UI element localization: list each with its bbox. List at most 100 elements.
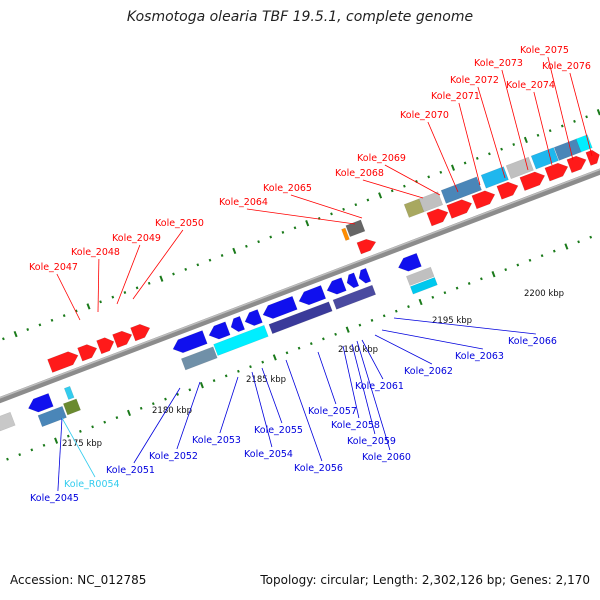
tick-mark bbox=[224, 374, 228, 378]
forward-gene-label[interactable]: Kole_2047 bbox=[29, 262, 78, 273]
tick-mark bbox=[6, 457, 9, 461]
tick-mark bbox=[111, 295, 115, 299]
reverse-gene-label[interactable]: Kole_2061 bbox=[355, 381, 404, 392]
tick-mark bbox=[13, 330, 18, 338]
reverse-gene-arrow[interactable] bbox=[26, 393, 54, 415]
forward-gene-label[interactable]: Kole_2068 bbox=[335, 168, 384, 179]
forward-label-leader bbox=[384, 164, 441, 196]
reverse-gene-label[interactable]: Kole_2051 bbox=[106, 465, 155, 476]
forward-gene-arrow[interactable] bbox=[77, 342, 100, 362]
forward-label-leader bbox=[477, 86, 506, 179]
reverse-gene-label[interactable]: Kole_2066 bbox=[508, 336, 557, 347]
forward-gene-arrow[interactable] bbox=[112, 328, 135, 349]
tick-mark bbox=[504, 268, 508, 272]
forward-gene-label[interactable]: Kole_2064 bbox=[219, 197, 268, 208]
tick-mark bbox=[188, 388, 192, 392]
forward-gene-label[interactable]: Kole_2075 bbox=[520, 45, 569, 56]
tick-mark bbox=[135, 286, 139, 290]
tick-mark bbox=[573, 119, 576, 123]
tick-mark bbox=[62, 314, 66, 318]
reverse-gene-label[interactable]: Kole_2059 bbox=[347, 436, 396, 447]
reverse-class-bar bbox=[268, 301, 333, 335]
forward-gene-arrow[interactable] bbox=[356, 236, 378, 255]
forward-gene-label[interactable]: Kole_2049 bbox=[112, 233, 161, 244]
reverse-class-bar bbox=[180, 346, 218, 371]
tick-mark bbox=[18, 453, 22, 457]
reverse-gene-arrow[interactable] bbox=[207, 321, 231, 342]
forward-gene-label[interactable]: Kole_2073 bbox=[474, 58, 523, 69]
reverse-gene-arrow[interactable] bbox=[396, 252, 422, 274]
tick-mark bbox=[548, 129, 552, 133]
scale-label: 2175 kbp bbox=[62, 439, 102, 449]
forward-gene-label[interactable]: Kole_2072 bbox=[450, 75, 499, 86]
reverse-gene-arrow[interactable] bbox=[229, 315, 246, 333]
forward-gene-arrow[interactable] bbox=[544, 160, 571, 182]
reverse-gene-label[interactable]: Kole_2056 bbox=[294, 463, 343, 474]
scale-label: 2180 kbp bbox=[152, 406, 192, 416]
tick-mark bbox=[281, 230, 285, 234]
forward-gene-arrow[interactable] bbox=[585, 148, 600, 166]
tick-mark bbox=[139, 406, 143, 410]
tick-mark bbox=[528, 258, 532, 262]
tick-mark bbox=[378, 192, 383, 199]
tick-mark bbox=[463, 161, 467, 165]
reverse-gene-arrow[interactable] bbox=[261, 295, 298, 321]
reverse-gene-label[interactable]: Kole_2052 bbox=[149, 451, 198, 462]
tick-mark bbox=[358, 323, 362, 327]
tick-mark bbox=[115, 416, 119, 420]
forward-gene-arrow[interactable] bbox=[566, 153, 589, 174]
forward-gene-label[interactable]: Kole_2065 bbox=[263, 183, 312, 194]
reverse-class-bar bbox=[62, 398, 81, 416]
forward-gene-arrow[interactable] bbox=[446, 197, 474, 219]
tick-mark bbox=[297, 346, 301, 350]
forward-gene-label[interactable]: Kole_2076 bbox=[542, 61, 591, 72]
reverse-gene-label[interactable]: Kole_2054 bbox=[244, 449, 293, 460]
reverse-class-bar bbox=[37, 405, 67, 428]
forward-gene-arrow[interactable] bbox=[496, 179, 521, 200]
forward-gene-arrow[interactable] bbox=[130, 321, 153, 342]
forward-gene-arrow[interactable] bbox=[426, 206, 451, 227]
forward-label-leader bbox=[246, 208, 356, 225]
forward-gene-label[interactable]: Kole_2050 bbox=[155, 218, 204, 229]
tick-mark bbox=[330, 212, 333, 216]
forward-gene-arrow[interactable] bbox=[96, 335, 117, 355]
tick-mark bbox=[285, 351, 289, 355]
reverse-gene-label[interactable]: Kole_2063 bbox=[455, 351, 504, 362]
forward-gene-label[interactable]: Kole_2069 bbox=[357, 153, 406, 164]
forward-gene-label[interactable]: Kole_2074 bbox=[506, 80, 555, 91]
tick-mark bbox=[159, 275, 164, 282]
forward-gene-arrow[interactable] bbox=[471, 188, 498, 210]
tick-mark bbox=[475, 156, 479, 160]
reverse-gene-label[interactable]: Kole_R0054 bbox=[64, 479, 120, 490]
forward-gene-label[interactable]: Kole_2070 bbox=[400, 110, 449, 121]
forward-gene-label[interactable]: Kole_2048 bbox=[71, 247, 120, 258]
tick-mark bbox=[54, 437, 59, 444]
reverse-gene-arrow[interactable] bbox=[345, 272, 360, 290]
reverse-label-leader bbox=[251, 371, 273, 448]
reverse-gene-arrow[interactable] bbox=[171, 330, 208, 355]
forward-gene-arrow[interactable] bbox=[519, 169, 547, 191]
reverse-gene-label[interactable]: Kole_2058 bbox=[331, 420, 380, 431]
reverse-gene-label[interactable]: Kole_2053 bbox=[192, 435, 241, 446]
reverse-gene-label[interactable]: Kole_2045 bbox=[30, 493, 79, 504]
reverse-label-leader bbox=[393, 317, 536, 335]
reverse-label-leader bbox=[351, 343, 376, 435]
reverse-gene-arrow[interactable] bbox=[297, 285, 327, 307]
reverse-gene-arrow[interactable] bbox=[325, 277, 347, 297]
reverse-gene-label[interactable]: Kole_2055 bbox=[254, 425, 303, 436]
tick-mark bbox=[184, 267, 188, 271]
forward-gene-arrow[interactable] bbox=[47, 349, 81, 373]
tick-mark bbox=[480, 277, 483, 281]
tick-mark bbox=[123, 291, 127, 294]
reverse-gene-label[interactable]: Kole_2057 bbox=[308, 406, 357, 417]
forward-gene-label[interactable]: Kole_2071 bbox=[431, 91, 480, 102]
reverse-gene-arrow[interactable] bbox=[243, 309, 263, 328]
reverse-gene-arrow[interactable] bbox=[357, 267, 372, 285]
tick-mark bbox=[390, 189, 394, 193]
rna-gene-bar bbox=[63, 385, 75, 400]
forward-label-leader bbox=[501, 69, 529, 171]
reverse-gene-label[interactable]: Kole_2060 bbox=[362, 452, 411, 463]
reverse-gene-label[interactable]: Kole_2062 bbox=[404, 366, 453, 377]
reverse-class-bar bbox=[332, 284, 377, 310]
